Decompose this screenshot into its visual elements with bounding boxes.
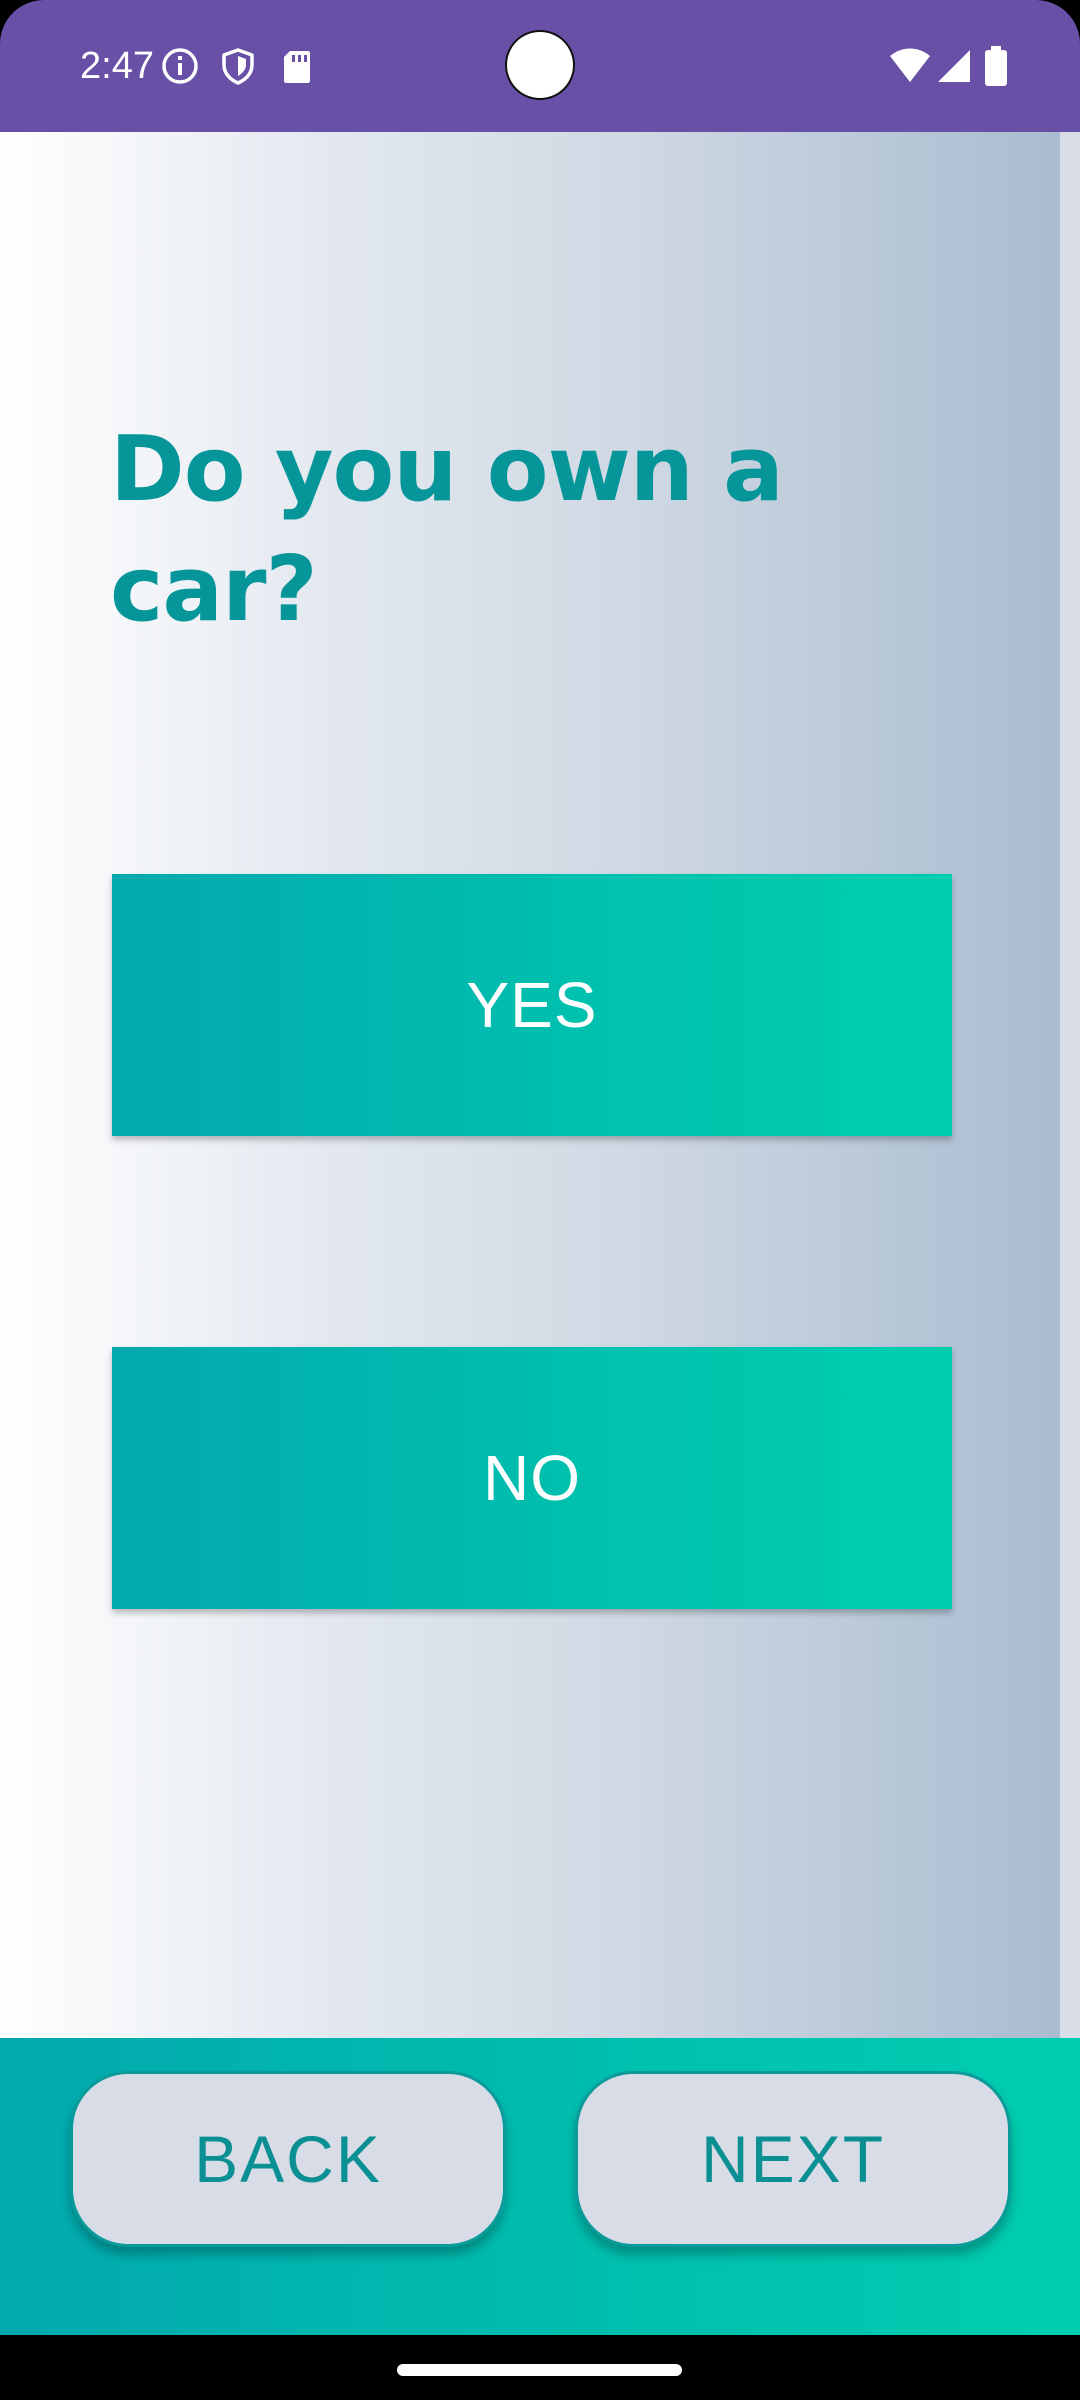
yes-button[interactable]: YES xyxy=(112,874,952,1136)
sd-card-icon xyxy=(276,46,316,86)
status-time: 2:47 xyxy=(80,45,154,87)
no-button[interactable]: NO xyxy=(112,1347,952,1609)
back-button-label: BACK xyxy=(194,2122,382,2196)
back-button[interactable]: BACK xyxy=(70,2071,506,2247)
signal-icon xyxy=(934,46,974,86)
no-button-label: NO xyxy=(483,1442,581,1514)
shield-icon xyxy=(218,46,258,86)
next-button[interactable]: NEXT xyxy=(575,2071,1011,2247)
question-title: Do you own a car? xyxy=(110,417,784,642)
yes-button-label: YES xyxy=(466,969,598,1041)
camera-cutout xyxy=(507,32,573,98)
next-button-label: NEXT xyxy=(700,2122,886,2196)
battery-icon xyxy=(982,46,1010,86)
wifi-icon xyxy=(888,46,932,86)
info-icon xyxy=(160,46,200,86)
status-bar: 2:47 xyxy=(0,0,1080,132)
home-gesture-handle[interactable] xyxy=(397,2364,682,2376)
scroll-edge xyxy=(1060,132,1080,2038)
